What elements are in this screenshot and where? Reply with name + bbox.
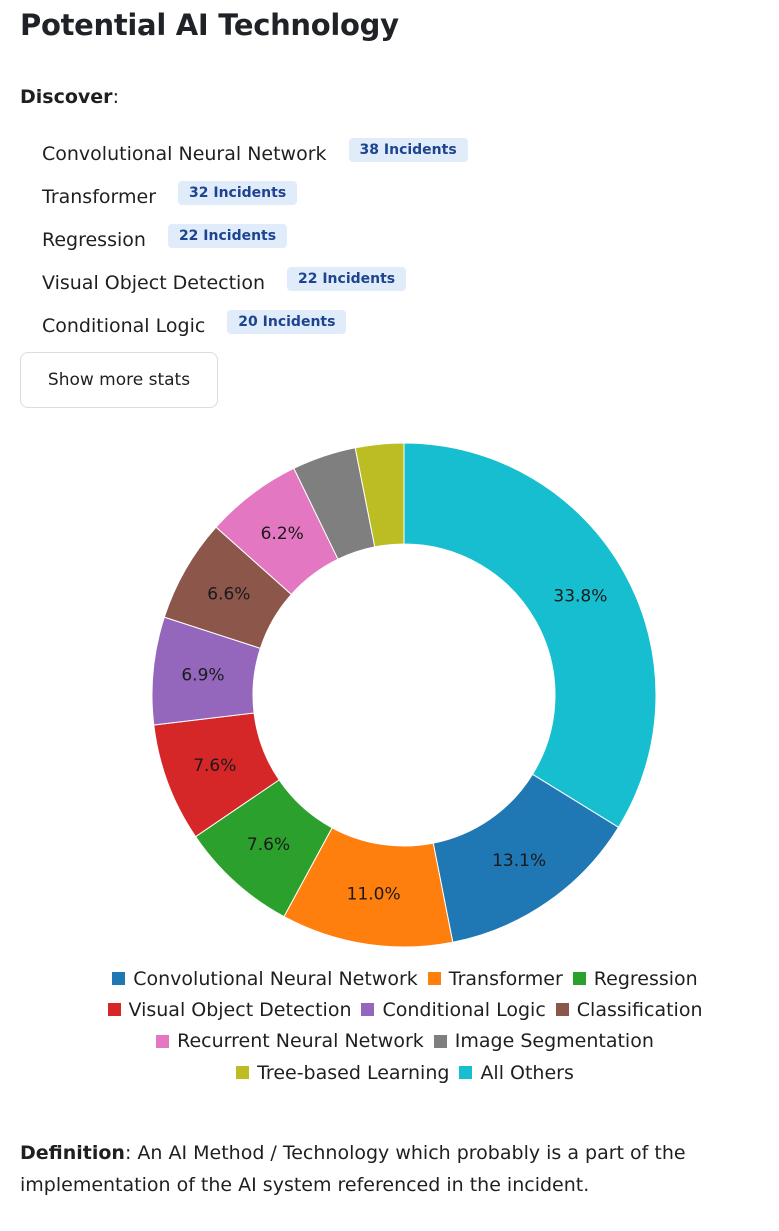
incident-count-badge: 20 Incidents [227, 309, 347, 334]
discover-label: Discover [20, 86, 113, 108]
show-more-stats-button[interactable]: Show more stats [20, 352, 218, 408]
incident-count-badge: 22 Incidents [286, 266, 407, 291]
legend-row: Visual Object Detection Conditional Logic… [30, 994, 779, 1025]
stat-link[interactable]: Transformer [42, 185, 157, 208]
legend-swatch [236, 1066, 250, 1080]
legend-label: Classification [576, 998, 703, 1021]
incident-count-badge: 22 Incidents [167, 223, 288, 248]
legend-label: Transformer [448, 967, 563, 990]
definition-body: : An AI Method / Technology which probab… [20, 1142, 686, 1196]
discover-suffix: : [112, 86, 119, 108]
legend-swatch [459, 1066, 473, 1080]
legend-swatch [555, 1003, 569, 1017]
incident-count-badge: 38 Incidents [348, 137, 468, 162]
legend-label: Image Segmentation [454, 1030, 654, 1053]
slice-label-transformer: 11.0% [347, 885, 401, 905]
discover-heading: Discover: [20, 86, 119, 108]
legend-item-convolutional-neural-network[interactable]: Convolutional Neural Network [112, 968, 418, 990]
definition-label: Definition [20, 1142, 125, 1164]
list-item: Visual Object Detection 22 Incidents [42, 261, 468, 304]
legend-swatch [427, 972, 441, 986]
slice-label-recurrent-neural-network: 6.2% [261, 524, 304, 544]
list-item: Transformer 32 Incidents [42, 175, 468, 218]
legend-label: All Others [480, 1061, 574, 1084]
legend-item-all-others[interactable]: All Others [459, 1061, 574, 1084]
legend-label: Regression [593, 967, 698, 990]
stat-link[interactable]: Regression [42, 228, 146, 251]
legend-swatch [156, 1034, 170, 1048]
legend-label: Conditional Logic [382, 998, 546, 1021]
legend-row: Convolutional Neural Network Transformer R… [30, 963, 779, 994]
slice-label-convolutional-neural-network: 13.1% [492, 851, 546, 871]
legend-item-transformer[interactable]: Transformer [427, 967, 563, 990]
chart-legend: Convolutional Neural Network Transformer R… [30, 963, 779, 1088]
legend-label: Visual Object Detection [128, 998, 352, 1021]
slice-label-all-others: 33.8% [553, 587, 607, 607]
legend-swatch [361, 1003, 375, 1017]
slice-label-conditional-logic: 6.9% [181, 665, 224, 685]
legend-item-conditional-logic[interactable]: Conditional Logic [361, 998, 546, 1021]
legend-item-regression[interactable]: Regression [572, 967, 698, 990]
list-item: Regression 22 Incidents [42, 218, 468, 261]
legend-swatch [572, 972, 586, 986]
legend-item-recurrent-neural-network[interactable]: Recurrent Neural Network [156, 1030, 424, 1052]
legend-label: Tree-based Learning [257, 1061, 450, 1084]
donut-chart: 33.8% 13.1% 11.0% 7.6% 7.6% 6.9% 6.6% 6.2% [151, 442, 657, 948]
definition-text: Definition: An AI Method / Technology wh… [20, 1137, 760, 1201]
list-item: Convolutional Neural Network 38 Incident… [42, 132, 468, 175]
slice-label-regression: 7.6% [247, 835, 290, 855]
stat-link[interactable]: Visual Object Detection [42, 271, 265, 294]
legend-item-tree-based-learning[interactable]: Tree-based Learning [236, 1062, 449, 1084]
legend-swatch [112, 972, 126, 986]
slice-tree-based-learning[interactable] [354, 442, 405, 548]
slice-label-visual-object-detection: 7.6% [193, 756, 236, 776]
slice-label-classification: 6.6% [207, 584, 250, 604]
legend-item-classification[interactable]: Classification [555, 998, 703, 1021]
list-item: Conditional Logic 20 Incidents [42, 304, 468, 347]
stat-link[interactable]: Convolutional Neural Network [42, 142, 327, 165]
legend-swatch [107, 1003, 121, 1017]
stats-list: Convolutional Neural Network 38 Incident… [42, 132, 468, 347]
page-title: Potential AI Technology [20, 8, 399, 42]
legend-label: Recurrent Neural Network [177, 1030, 424, 1053]
legend-item-image-segmentation[interactable]: Image Segmentation [433, 1030, 654, 1053]
legend-item-visual-object-detection[interactable]: Visual Object Detection [107, 998, 352, 1021]
legend-row: Recurrent Neural Network Image Segmentati… [30, 1026, 779, 1057]
legend-label: Convolutional Neural Network [133, 967, 418, 990]
legend-swatch [433, 1034, 447, 1048]
legend-row: Tree-based Learning All Others [30, 1057, 779, 1088]
incident-count-badge: 32 Incidents [178, 180, 298, 205]
stat-link[interactable]: Conditional Logic [42, 314, 206, 337]
slice-all-others[interactable] [403, 442, 657, 829]
